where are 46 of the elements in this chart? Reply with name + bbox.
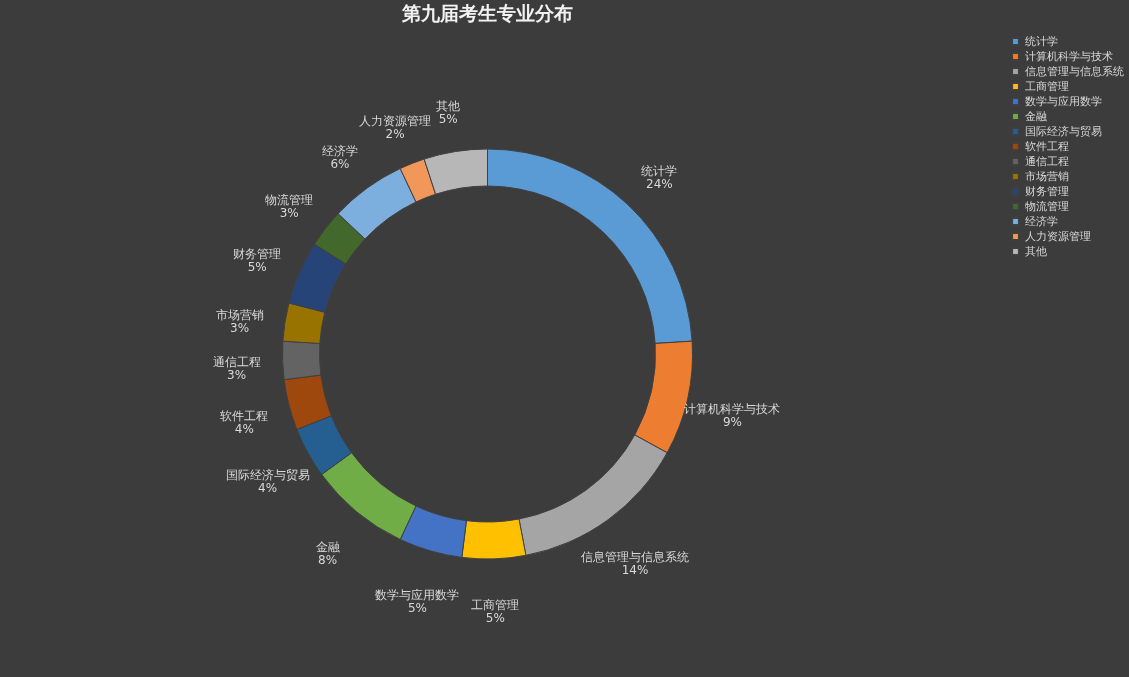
legend-label: 数学与应用数学 <box>1025 94 1102 108</box>
legend-label: 信息管理与信息系统 <box>1025 64 1124 78</box>
data-label: 5% <box>438 112 458 127</box>
legend-label: 通信工程 <box>1025 154 1069 168</box>
legend-label: 金融 <box>1025 109 1047 123</box>
data-label: 6% <box>330 156 350 171</box>
legend-label: 财务管理 <box>1025 184 1069 198</box>
slice-label: 金融 <box>315 540 340 555</box>
data-label: 5% <box>247 260 267 275</box>
legend-label: 物流管理 <box>1025 199 1069 213</box>
data-label: 4% <box>258 480 278 495</box>
legend-label: 软件工程 <box>1025 139 1069 153</box>
data-label: 14% <box>621 563 649 578</box>
legend-label: 人力资源管理 <box>1025 229 1091 243</box>
data-label: 9% <box>722 414 742 429</box>
slice-label: 其他 <box>436 99 461 114</box>
data-label: 2% <box>385 126 405 141</box>
data-label: 5% <box>485 610 505 625</box>
slice-label: 统计学 <box>641 164 678 179</box>
slice-label: 市场营销 <box>215 307 264 322</box>
slice-label: 软件工程 <box>220 409 269 424</box>
legend-label: 工商管理 <box>1025 79 1069 93</box>
legend-label: 统计学 <box>1025 34 1058 48</box>
slice-label: 工商管理 <box>471 597 520 612</box>
chart-title: 第九届考生专业分布 <box>401 2 573 24</box>
slice-label: 信息管理与信息系统 <box>581 550 690 565</box>
slice-label: 经济学 <box>321 143 358 158</box>
slice-label: 财务管理 <box>233 247 282 262</box>
legend-label: 计算机科学与技术 <box>1025 49 1113 63</box>
legend-label: 市场营销 <box>1025 169 1069 183</box>
slice-label: 数学与应用数学 <box>375 588 460 603</box>
slice-label: 国际经济与贸易 <box>225 467 310 482</box>
slice-label: 人力资源管理 <box>359 113 432 128</box>
data-label: 24% <box>645 177 673 192</box>
slice-label: 物流管理 <box>265 193 314 208</box>
data-label: 3% <box>279 206 299 221</box>
data-label: 3% <box>227 367 247 382</box>
slice-label: 通信工程 <box>212 354 261 369</box>
data-label: 5% <box>407 601 427 616</box>
legend-label: 国际经济与贸易 <box>1025 124 1102 138</box>
legend-label: 其他 <box>1025 244 1047 258</box>
slice-label: 计算机科学与技术 <box>684 401 781 416</box>
legend-label: 经济学 <box>1025 214 1058 228</box>
data-label: 8% <box>317 553 338 568</box>
data-label: 4% <box>234 422 254 437</box>
data-label: 3% <box>230 320 250 335</box>
